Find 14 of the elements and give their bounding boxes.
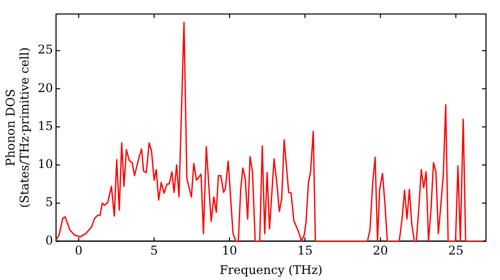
- x-tick-label: 0: [74, 244, 83, 258]
- y-tick-label: 15: [38, 118, 54, 133]
- x-tick-label: 15: [297, 244, 313, 258]
- y-axis-title: Phonon DOS (States/THz·primitive cell): [3, 47, 32, 208]
- y-tick-label: 25: [38, 42, 54, 57]
- x-tick-label: 20: [372, 244, 388, 258]
- y-tick-label: 20: [38, 80, 54, 95]
- x-axis-title: Frequency (THz): [220, 262, 322, 277]
- x-tick-label: 5: [150, 244, 158, 258]
- x-tick-label: 25: [448, 244, 464, 258]
- x-tick-label: 10: [222, 244, 238, 258]
- y-tick-label: 10: [38, 157, 54, 172]
- y-tick-label: 5: [45, 195, 54, 210]
- y-tick-label: 0: [45, 233, 54, 248]
